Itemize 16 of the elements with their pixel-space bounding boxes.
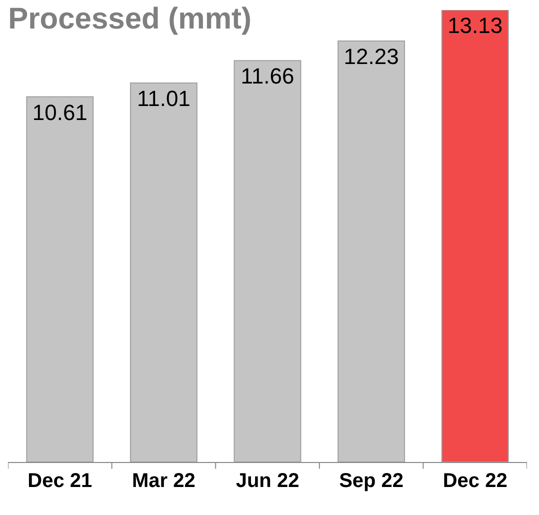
bar <box>130 82 198 462</box>
data-label: 11.66 <box>240 64 294 89</box>
x-tick-label: Dec 22 <box>442 470 508 492</box>
x-tick-label: Jun 22 <box>236 470 300 492</box>
bar <box>234 60 302 462</box>
x-tick-label: Sep 22 <box>339 470 404 492</box>
bar <box>441 10 509 462</box>
bar <box>26 96 94 462</box>
bar <box>338 40 406 462</box>
data-label: 13.13 <box>448 13 503 38</box>
data-label: 10.61 <box>32 100 88 125</box>
data-label: 11.01 <box>136 86 190 111</box>
x-tick-label: Mar 22 <box>132 470 196 492</box>
x-tick-label: Dec 21 <box>28 470 92 492</box>
chart-title: Processed (mmt) <box>8 2 252 36</box>
data-label: 12.23 <box>344 44 399 69</box>
